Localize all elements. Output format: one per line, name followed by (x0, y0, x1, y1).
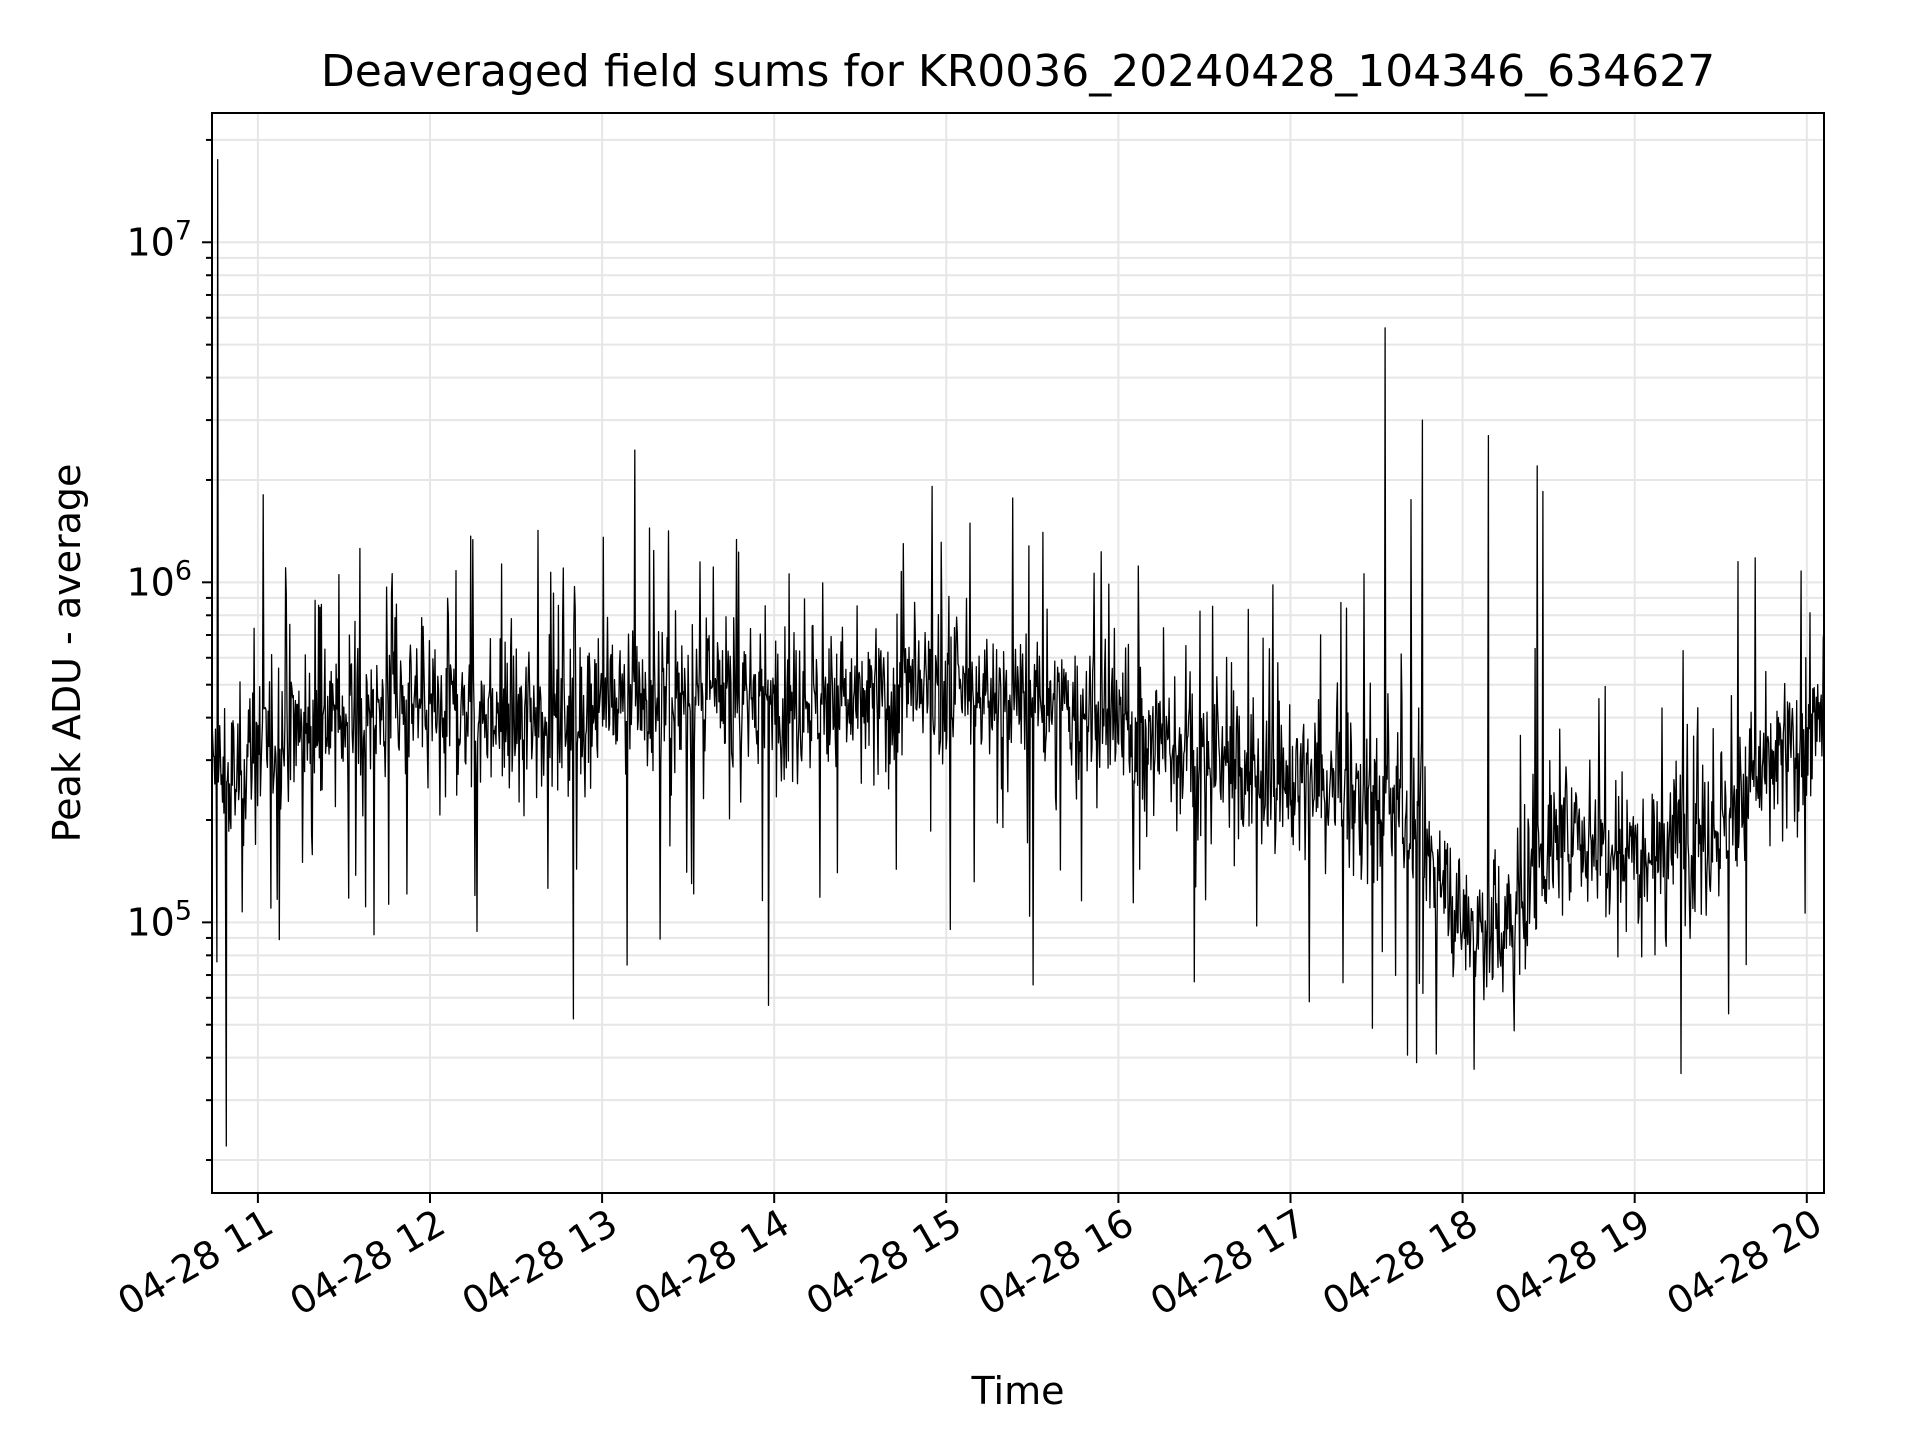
y-tick-label: 105 (126, 895, 192, 944)
series-line (211, 158, 1825, 1147)
y-axis-ticks: 105 106 107 (126, 138, 212, 1162)
y-tick-label: 106 (126, 555, 192, 604)
plot-area (212, 113, 1824, 1193)
x-axis-label: Time (971, 1369, 1065, 1413)
series-layer (211, 158, 1825, 1147)
chart-title: Deaveraged field sums for KR0036_2024042… (321, 46, 1715, 97)
grid-layer (212, 113, 1824, 1193)
y-tick-label: 107 (126, 215, 192, 264)
y-axis-label: Peak ADU - average (45, 464, 89, 843)
plot-frame (211, 112, 1825, 1194)
